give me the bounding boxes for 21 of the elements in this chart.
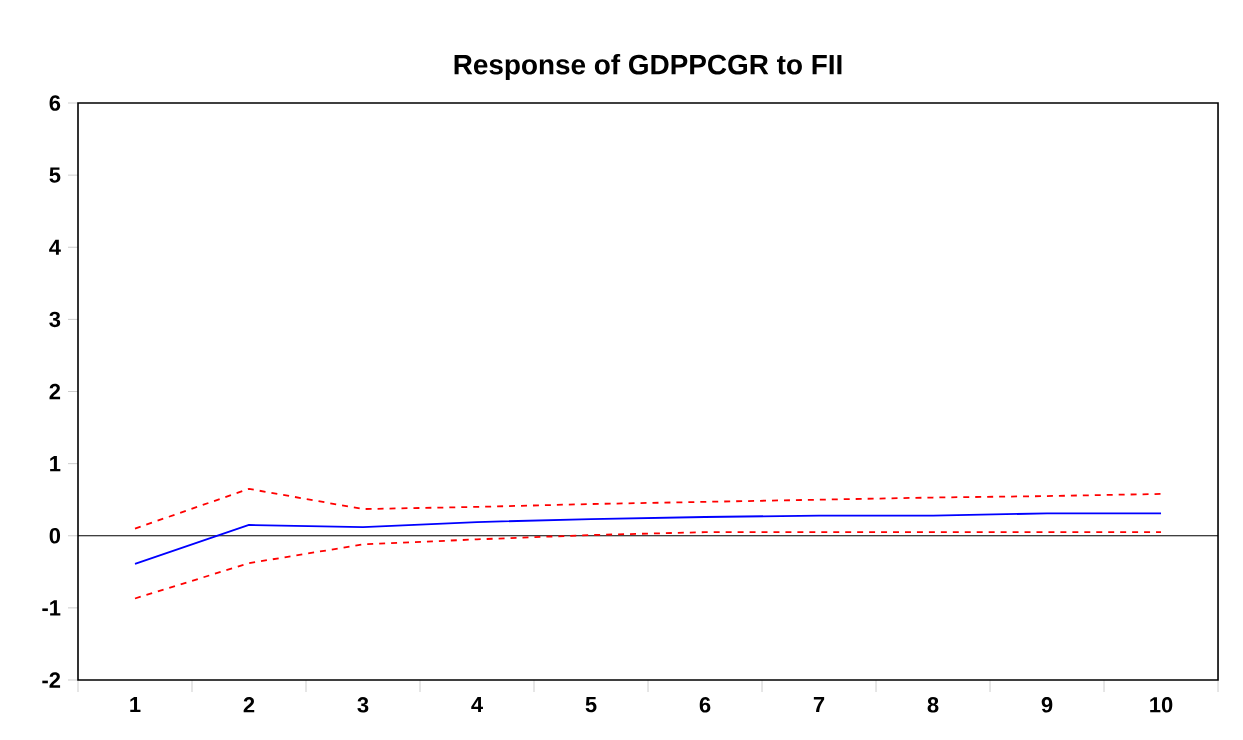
- x-tick-label: 7: [813, 697, 825, 713]
- chart-title: Response of GDPPCGR to FII: [454, 54, 842, 80]
- y-tick-label: 3: [49, 311, 61, 328]
- x-tick-label: 8: [927, 697, 939, 713]
- y-tick-label: 6: [49, 95, 61, 111]
- x-tick-label: 4: [471, 697, 483, 713]
- y-tick-label: -2: [42, 672, 61, 688]
- x-tick-label: 10: [1150, 697, 1173, 713]
- x-tick-label: 5: [585, 697, 597, 713]
- y-tick-label: -1: [42, 600, 61, 616]
- x-tick-label: 6: [699, 697, 711, 713]
- y-tick-label: 1: [50, 456, 61, 472]
- x-tick-label: 1: [130, 697, 141, 713]
- y-tick-label: 0: [49, 528, 61, 544]
- y-tick-label: 5: [49, 167, 61, 183]
- x-tick-label: 9: [1041, 697, 1053, 713]
- x-tick-label: 2: [243, 697, 255, 713]
- y-tick-label: 4: [49, 239, 61, 255]
- y-tick-label: 2: [49, 383, 61, 400]
- line-series: [134, 512, 1162, 565]
- x-tick-label: 3: [357, 697, 369, 713]
